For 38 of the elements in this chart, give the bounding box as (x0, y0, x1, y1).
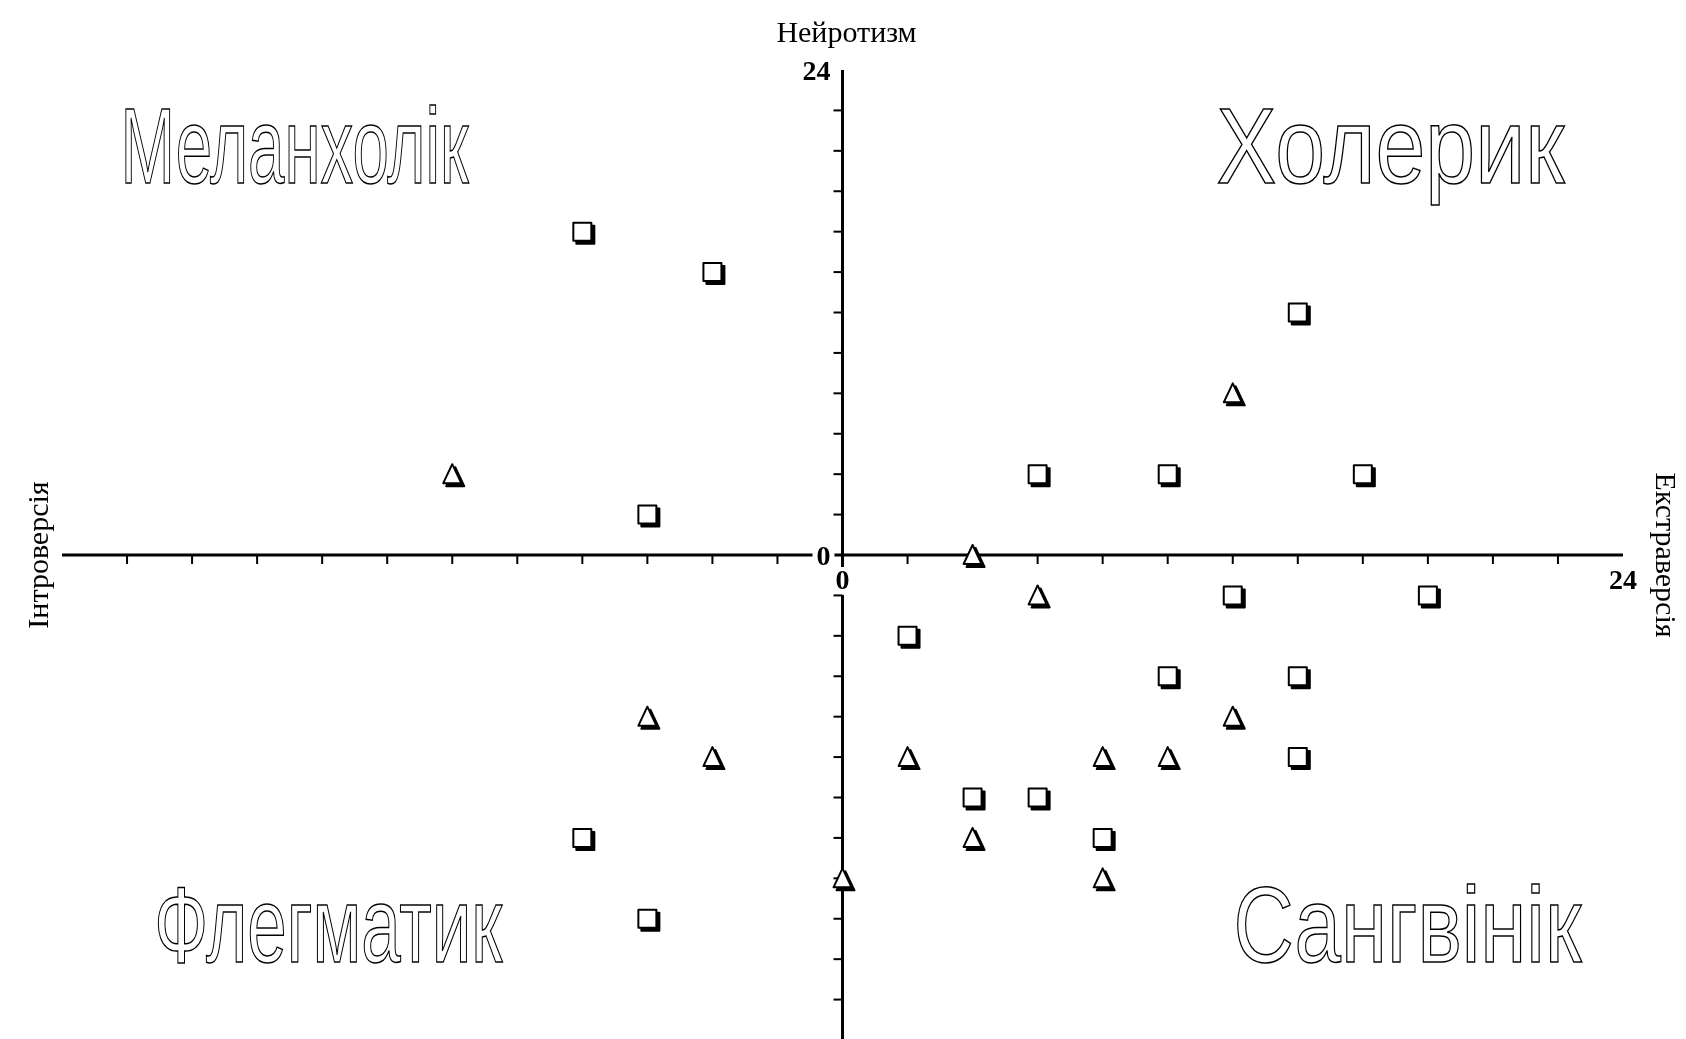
point (1222, 705, 1243, 727)
point (1027, 464, 1048, 485)
point (1287, 302, 1308, 323)
point (442, 463, 463, 485)
point (702, 262, 723, 283)
point (962, 544, 983, 565)
point (1157, 666, 1178, 687)
point (897, 625, 918, 646)
annotation: Флегматик (154, 864, 685, 986)
annotation: Холерик (1216, 85, 1636, 207)
point (1287, 666, 1308, 687)
point (572, 221, 593, 242)
point (962, 826, 983, 848)
point (1157, 464, 1178, 485)
point (1352, 464, 1373, 485)
point (1222, 585, 1243, 606)
point (702, 746, 723, 768)
text: Екстраверсія (1650, 472, 1683, 638)
point (1417, 585, 1438, 606)
annotation: Меланхолік (120, 85, 696, 207)
annotation: Сангвінік (1233, 864, 1684, 986)
point (1027, 787, 1048, 808)
point (1027, 584, 1048, 606)
point (1157, 746, 1178, 768)
point (1287, 747, 1308, 768)
text: Інтроверсія (21, 481, 54, 629)
point (1222, 382, 1243, 404)
point (1092, 827, 1113, 848)
point (1092, 746, 1113, 768)
y-axis-title: Нейротизм (776, 15, 917, 48)
point (637, 705, 658, 727)
point (897, 746, 918, 768)
point (572, 827, 593, 848)
point (1092, 867, 1113, 889)
point (962, 787, 983, 808)
point (637, 908, 658, 929)
point (832, 867, 853, 889)
point (637, 504, 658, 525)
